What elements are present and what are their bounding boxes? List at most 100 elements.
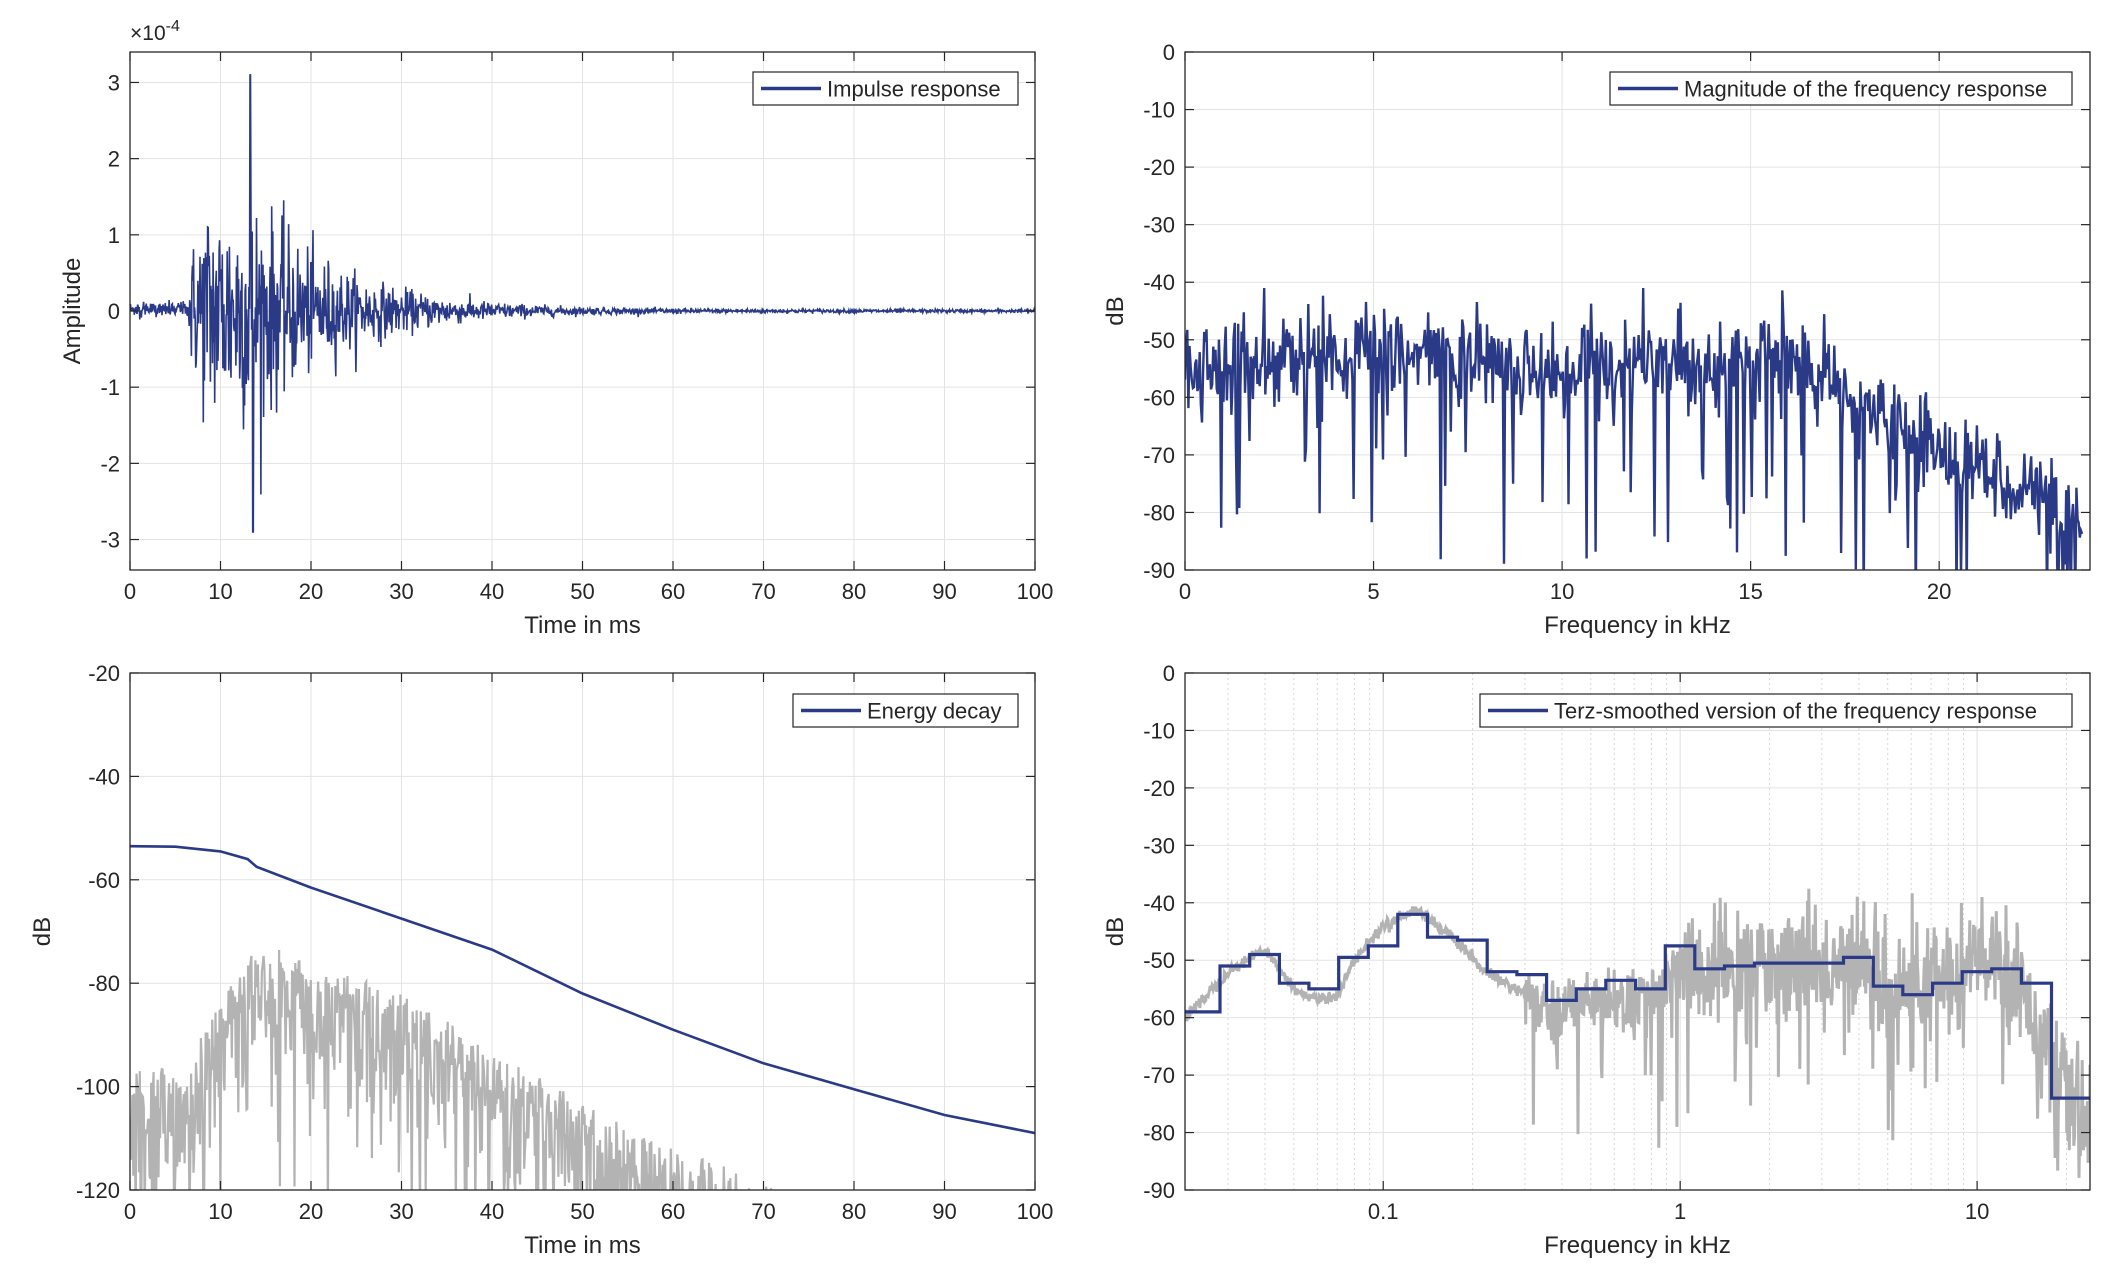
x-tick-label: 60 [661, 579, 685, 604]
y-tick-label: -80 [1143, 1121, 1175, 1146]
x-tick-label: 70 [751, 1199, 775, 1224]
legend: Terz-smoothed version of the frequency r… [1479, 693, 2073, 728]
y-tick-label: -20 [1143, 155, 1175, 180]
y-tick-label: 1 [108, 223, 120, 248]
y-tick-label: -50 [1143, 948, 1175, 973]
y-tick-label: 0 [1163, 661, 1175, 686]
energy-decay-line [130, 844, 1035, 1135]
x-tick-label: 100 [1017, 1199, 1054, 1224]
ticks: 0 10 20 30 40 50 60 70 80 90 100 -3 -2 -1 0 1 2 3 [100, 52, 1053, 604]
y-tick-label: -90 [1143, 558, 1175, 583]
x-tick-label: 90 [932, 1199, 956, 1224]
x-axis-label: Time in ms [524, 612, 640, 639]
legend-box [1479, 693, 2073, 728]
y-tick-label: -30 [1143, 213, 1175, 238]
x-tick-label: 10 [208, 579, 232, 604]
y-tick-label: -70 [1143, 443, 1175, 468]
x-tick-label: 1 [1674, 1199, 1686, 1224]
x-tick-label: 80 [842, 579, 866, 604]
plot-area [1185, 673, 2090, 1190]
y-tick-label: -60 [1143, 1006, 1175, 1031]
x-tick-label: 0 [124, 1199, 136, 1224]
y-tick-label: -30 [1143, 833, 1175, 858]
x-tick-label: 30 [389, 579, 413, 604]
y-tick-label: -120 [76, 1178, 120, 1203]
y-axis-label: Amplitude [59, 258, 86, 365]
legend: Magnitude of the frequency response [1609, 71, 2073, 106]
y-axis-label: dB [1102, 917, 1129, 946]
x-tick-label: 50 [570, 579, 594, 604]
legend-label: Impulse response [827, 77, 1001, 102]
exponent-label: ×10-4 [130, 18, 180, 45]
y-tick-label: -60 [1143, 385, 1175, 410]
chart-panel-3: 0 10 20 30 40 50 60 70 80 90 100 -20 -40 -60 -80 -100 -1… [29, 661, 1053, 1259]
y-tick-label: -50 [1143, 328, 1175, 353]
energy-envelope-gray-line [130, 949, 773, 1190]
legend-box [1609, 71, 2073, 106]
y-tick-label: 2 [108, 147, 120, 172]
y-axis-label: dB [1102, 296, 1129, 325]
x-tick-label: 10 [1550, 579, 1574, 604]
ticks: 0 10 20 30 40 50 60 70 80 90 100 -20 -40 -60 -80 -100 -1… [76, 661, 1053, 1224]
y-tick-label: -80 [88, 971, 120, 996]
y-tick-label: -2 [100, 451, 120, 476]
y-tick-label: -100 [76, 1075, 120, 1100]
x-axis-label: Time in ms [524, 1232, 640, 1259]
x-tick-label: 20 [1927, 579, 1951, 604]
x-tick-label: 20 [299, 1199, 323, 1224]
y-tick-label: 0 [108, 299, 120, 324]
y-tick-label: -10 [1143, 98, 1175, 123]
y-tick-label: -10 [1143, 718, 1175, 743]
terz-smoothed-line [1185, 912, 2090, 1100]
x-tick-label: 60 [661, 1199, 685, 1224]
x-tick-label: 80 [842, 1199, 866, 1224]
ticks: 0 5 10 15 20 0 -10 -20 -30 -40 -50 -60 -70 -80 -90 [1143, 40, 2090, 604]
x-axis-label: Frequency in kHz [1544, 1232, 1731, 1259]
axes-box [1184, 672, 2091, 1191]
y-tick-label: 0 [1163, 40, 1175, 65]
x-tick-label: 40 [480, 1199, 504, 1224]
x-tick-label: 30 [389, 1199, 413, 1224]
series-group [1185, 287, 2084, 570]
y-tick-label: -40 [88, 764, 120, 789]
legend-label: Terz-smoothed version of the frequency r… [1554, 699, 2037, 724]
x-axis-label: Frequency in kHz [1544, 612, 1731, 639]
x-tick-label: 0 [124, 579, 136, 604]
y-tick-label: -80 [1143, 500, 1175, 525]
x-tick-label: 10 [208, 1199, 232, 1224]
y-tick-label: -40 [1143, 270, 1175, 295]
legend: Energy decay [792, 693, 1019, 728]
series-group [130, 844, 1035, 1190]
impulse-response-line [130, 74, 1035, 533]
y-tick-label: -20 [88, 661, 120, 686]
y-tick-label: -70 [1143, 1063, 1175, 1088]
legend-label: Energy decay [867, 699, 1002, 724]
x-tick-label: 0 [1179, 579, 1191, 604]
x-tick-label: 5 [1367, 579, 1379, 604]
unsmoothed-gray-line [1185, 888, 2090, 1178]
y-tick-label: -90 [1143, 1178, 1175, 1203]
axes-box [1184, 51, 2091, 571]
y-tick-label: -60 [88, 868, 120, 893]
x-tick-label: 70 [751, 579, 775, 604]
y-tick-label: 3 [108, 70, 120, 95]
x-tick-label: 100 [1017, 579, 1054, 604]
series-group [1185, 888, 2090, 1178]
y-tick-label: -40 [1143, 891, 1175, 916]
x-tick-label: 10 [1965, 1199, 1989, 1224]
x-tick-label: 20 [299, 579, 323, 604]
legend: Impulse response [752, 71, 1019, 106]
chart-panel-2: 0 5 10 15 20 0 -10 -20 -30 -40 -50 -60 -70 -80 -90 Freq… [1102, 40, 2091, 639]
x-tick-label: 0.1 [1368, 1199, 1399, 1224]
y-axis-label: dB [29, 917, 56, 946]
x-tick-label: 40 [480, 579, 504, 604]
y-tick-label: -3 [100, 528, 120, 553]
x-tick-label: 90 [932, 579, 956, 604]
y-tick-label: -20 [1143, 776, 1175, 801]
ticks: 0.1 1 10 0 -10 -20 -30 -40 -50 -60 -70 -80 -90 [1143, 661, 2090, 1224]
series-group [130, 74, 1035, 533]
x-tick-label: 50 [570, 1199, 594, 1224]
magnitude-line [1185, 287, 2084, 570]
